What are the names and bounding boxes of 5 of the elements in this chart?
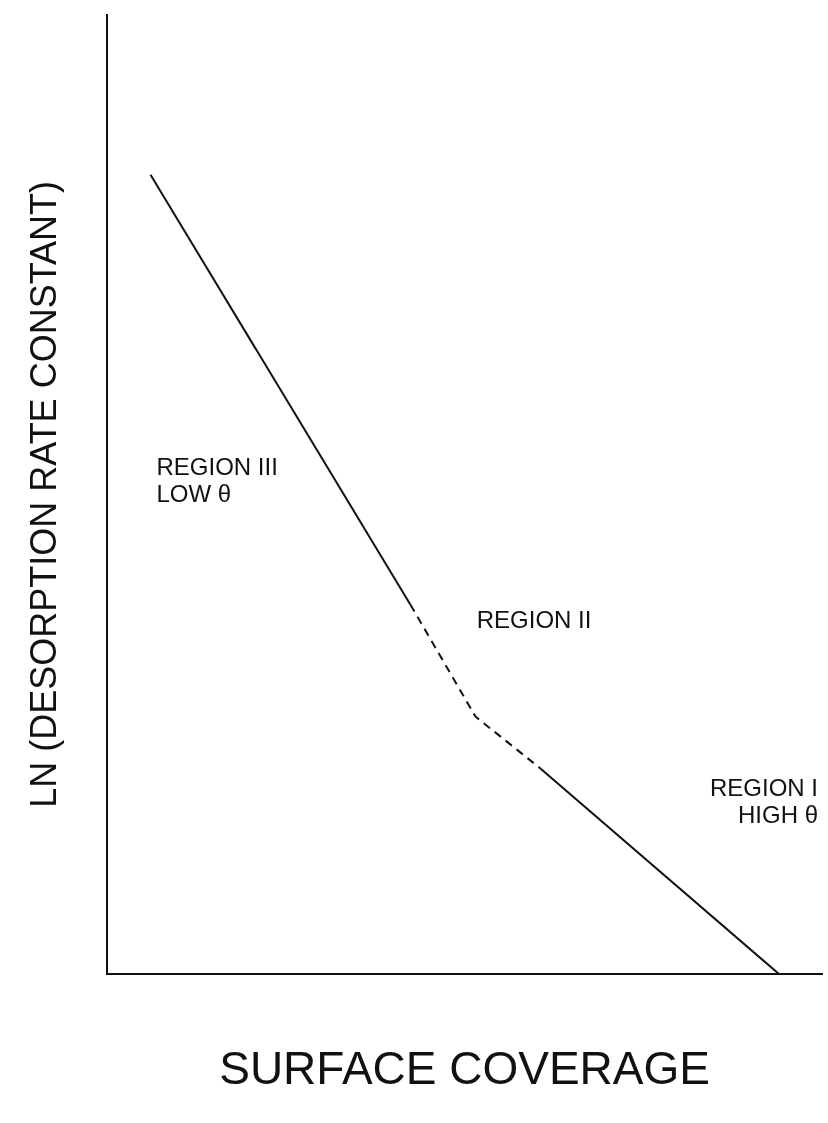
annotation: REGION I HIGH θ [709, 773, 818, 828]
x-axis-title: SURFACE COVERAGE [219, 1042, 710, 1095]
annotation: REGION III LOW θ [156, 452, 278, 507]
annotation: REGION II [476, 606, 592, 634]
y-axis-title: LN (DESORPTION RATE CONSTANT) [22, 181, 64, 808]
